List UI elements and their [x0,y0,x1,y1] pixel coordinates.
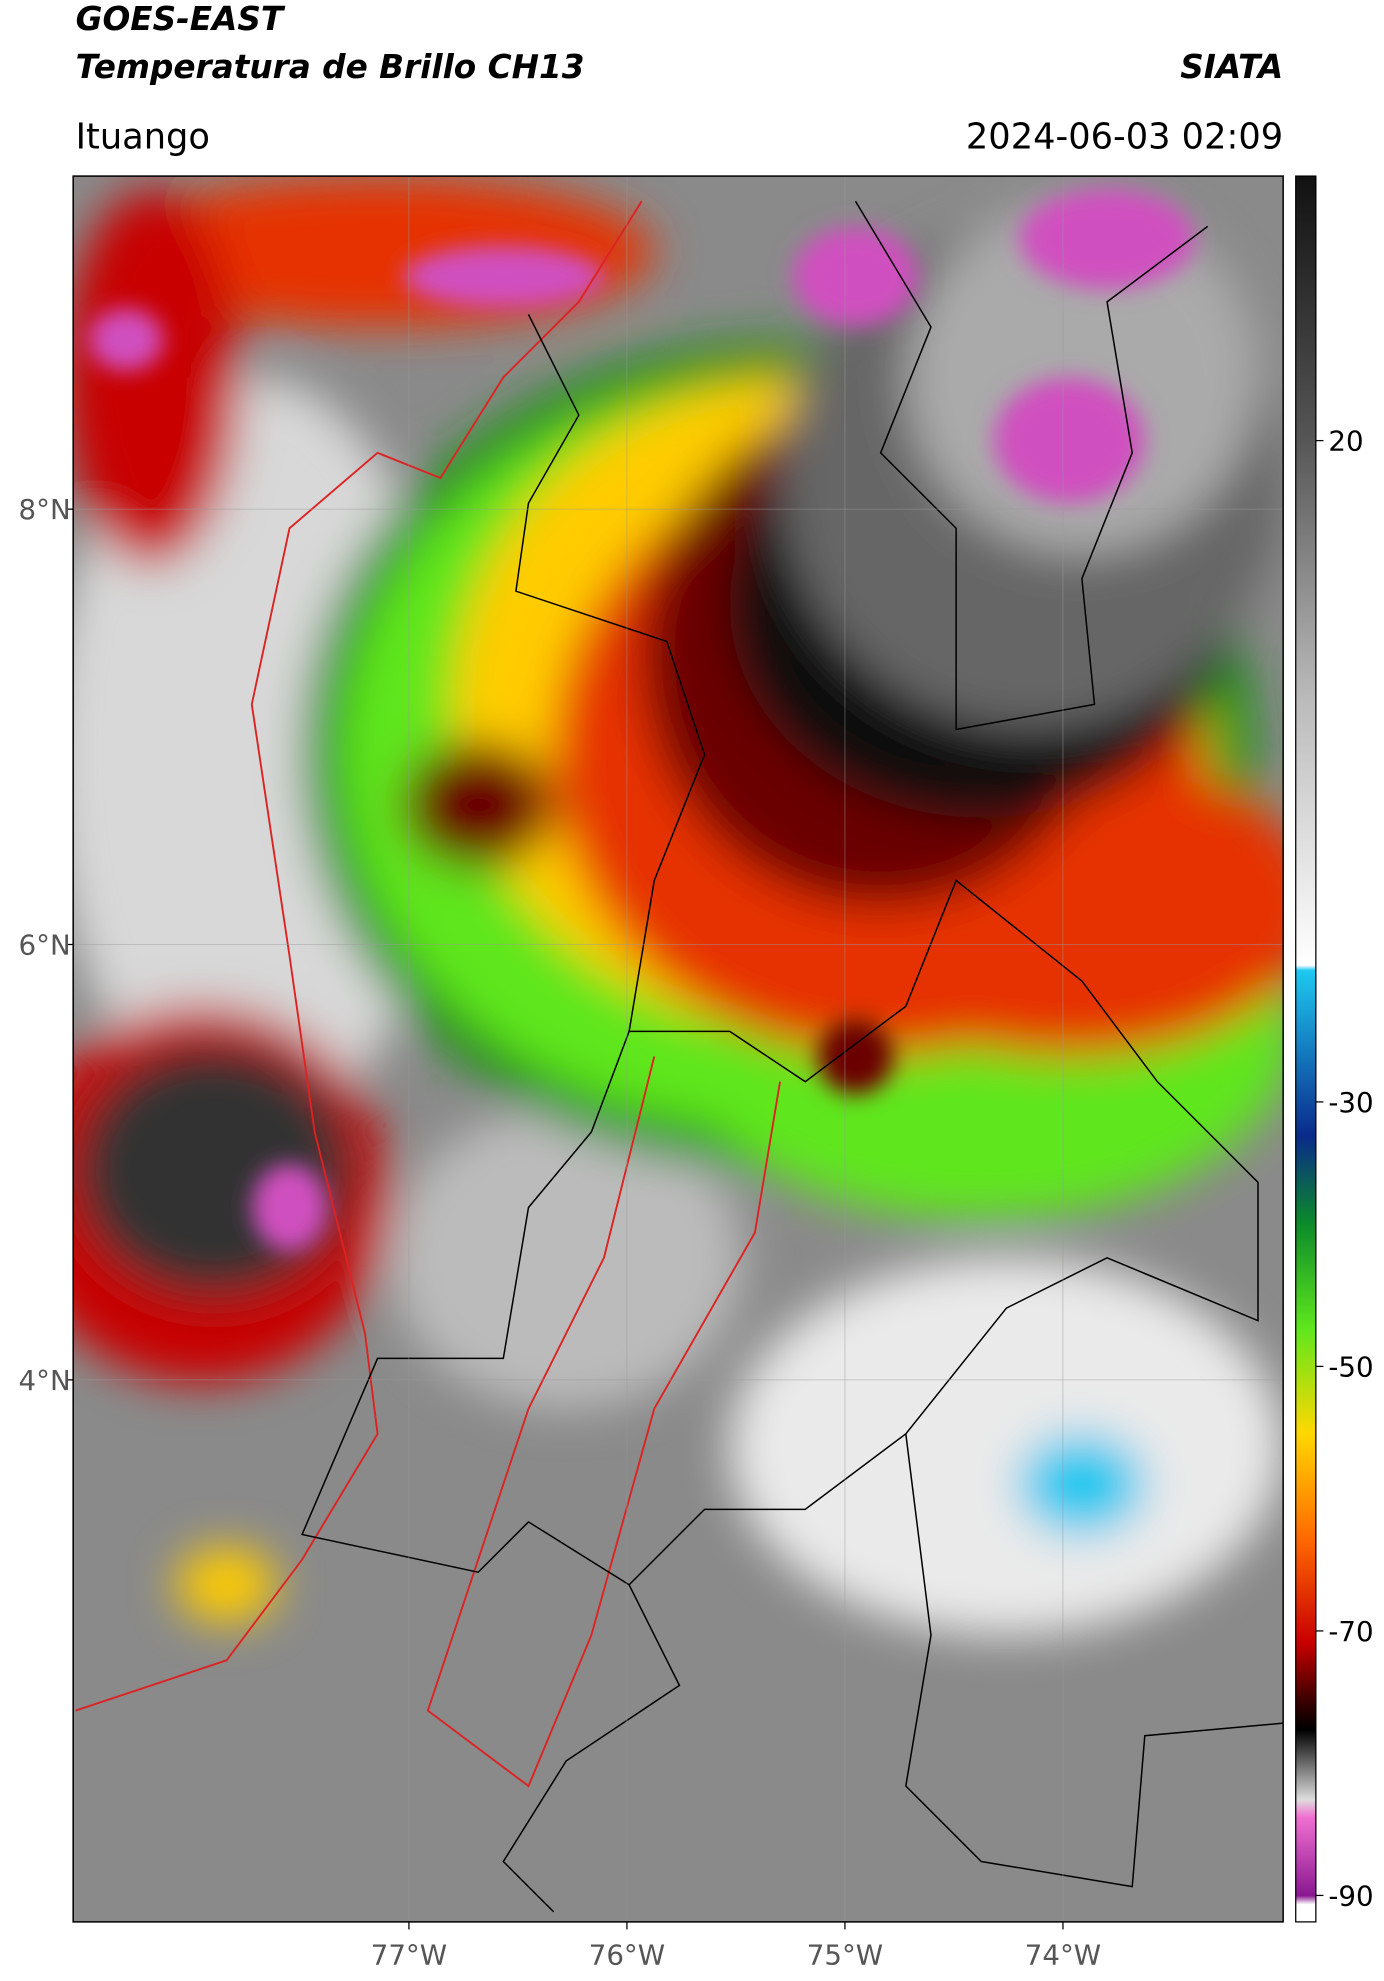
imagery [73,176,1284,1922]
y-tick-label: 6°N [19,929,71,962]
colorbar [1295,175,1317,1923]
x-tick-label: 77°W [371,1939,447,1972]
colorbar-tick-label: -90 [1328,1879,1373,1912]
y-tick-label: 8°N [19,493,71,526]
graticule [73,176,1284,1922]
x-tick-label: 74°W [1025,1939,1101,1972]
map-frame [72,175,1284,1923]
source: SIATA [1180,48,1283,86]
x-tick-label: 75°W [807,1939,883,1972]
y-tick-label: 4°N [19,1364,71,1397]
datetime: 2024-06-03 02:09 [966,116,1283,157]
location: Ituango [76,116,210,157]
colorbar-tick-label: 20 [1328,425,1363,458]
colorbar-tick-label: -30 [1328,1086,1373,1119]
colorbar-tick-label: -70 [1328,1615,1373,1648]
colorbar-tick-label: -50 [1328,1350,1373,1383]
title: GOES-EAST [76,0,286,38]
x-tick-label: 76°W [589,1939,665,1972]
subtitle: Temperatura de Brillo CH13 [76,48,585,86]
